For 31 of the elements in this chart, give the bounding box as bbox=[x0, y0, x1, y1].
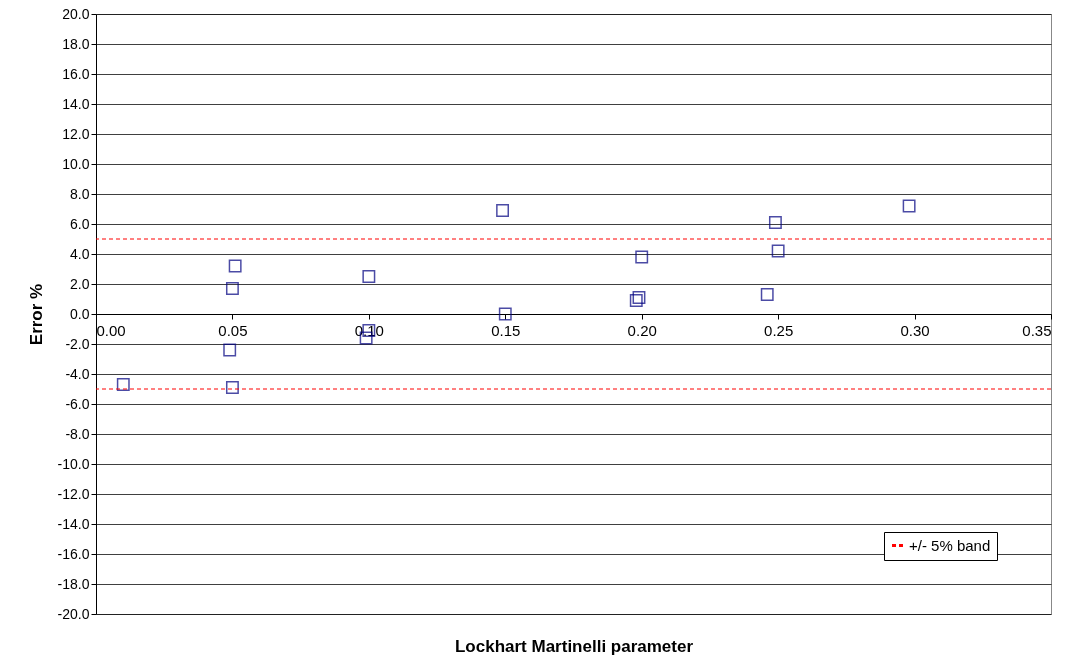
x-axis-title: Lockhart Martinelli parameter bbox=[454, 636, 694, 656]
y-tick-label: 12.0 bbox=[62, 125, 90, 142]
y-tick-label: 14.0 bbox=[62, 95, 90, 112]
legend-label: +/- 5% band bbox=[909, 536, 991, 554]
y-tick-label: -18.0 bbox=[57, 575, 90, 592]
x-tick-label: 0.00 bbox=[96, 321, 126, 339]
y-tick-label: -4.0 bbox=[65, 365, 90, 382]
x-tick-label: 0.30 bbox=[900, 321, 930, 339]
y-tick-label: -12.0 bbox=[57, 485, 90, 502]
y-axis-title: Error % bbox=[26, 283, 46, 346]
x-tick-label: 0.25 bbox=[764, 321, 794, 339]
y-tick-label: 18.0 bbox=[62, 35, 90, 52]
x-tick-label: 0.15 bbox=[491, 321, 521, 339]
y-tick-label: 8.0 bbox=[70, 185, 90, 202]
y-tick-label: -14.0 bbox=[57, 515, 90, 532]
x-tick-label: 0.20 bbox=[627, 321, 657, 339]
x-tick-label: 0.35 bbox=[1022, 321, 1052, 339]
y-tick-label: -8.0 bbox=[65, 425, 90, 442]
x-tick-label: 0.05 bbox=[218, 321, 248, 339]
y-tick-label: 6.0 bbox=[70, 215, 90, 232]
y-tick-label: -6.0 bbox=[65, 395, 90, 412]
y-tick-label: 20.0 bbox=[62, 5, 90, 22]
y-tick-label: -20.0 bbox=[57, 605, 90, 622]
y-tick-label: -10.0 bbox=[57, 455, 90, 472]
y-tick-label: -16.0 bbox=[57, 545, 90, 562]
y-tick-label: 0.0 bbox=[70, 305, 90, 322]
y-tick-label: -2.0 bbox=[65, 335, 90, 352]
y-tick-label: 16.0 bbox=[62, 65, 90, 82]
y-tick-label: 2.0 bbox=[70, 275, 90, 292]
y-tick-label: 10.0 bbox=[62, 155, 90, 172]
y-tick-label: 4.0 bbox=[70, 245, 90, 262]
